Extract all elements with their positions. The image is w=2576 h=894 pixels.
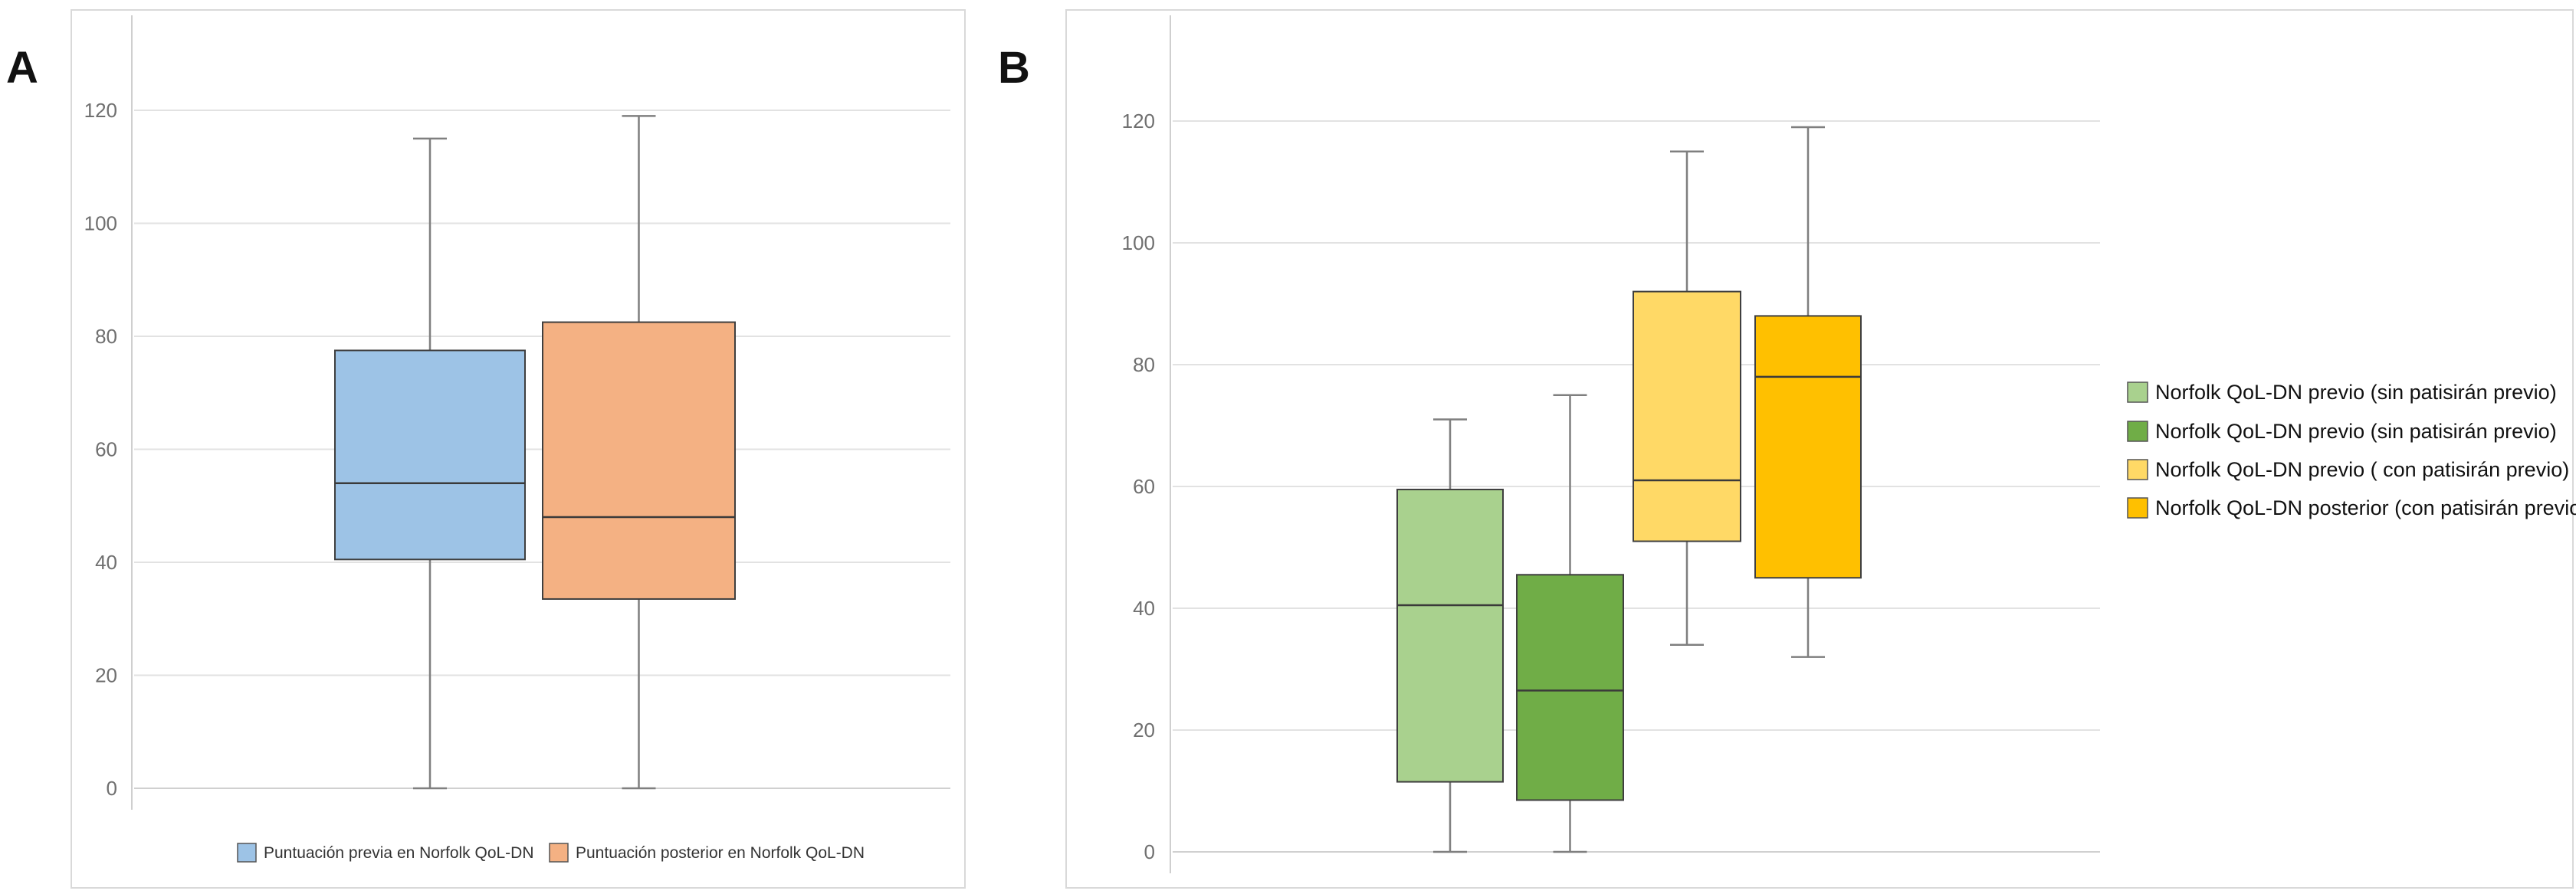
iqr-box: [1633, 290, 1741, 542]
y-tick-label: 40: [1133, 597, 1155, 620]
legend-label: Puntuación previa en Norfolk QoL-DN: [264, 844, 534, 862]
y-tick-label: 0: [1144, 840, 1155, 863]
chart-b: 0 20 40 60 80 100 120 Norfolk QoL-DN previo (si…: [1122, 15, 2576, 873]
y-tick-label: 120: [1122, 110, 1155, 133]
iqr-box: [1754, 315, 1862, 579]
y-tick-label: 60: [1133, 475, 1155, 498]
box-3: [1633, 150, 1741, 646]
iqr-box: [1516, 574, 1624, 801]
legend-swatch: [2127, 459, 2148, 480]
y-tick-label: 20: [1133, 719, 1155, 742]
legend-label: Norfolk QoL-DN previo (sin patisirán pre…: [2155, 420, 2557, 443]
legend-swatch: [549, 843, 569, 863]
y-tick-label: 20: [95, 664, 117, 687]
y-tick-label: 80: [95, 325, 117, 348]
legend-label: Norfolk QoL-DN previo ( con patisirán pr…: [2155, 458, 2569, 481]
y-tick-label: 40: [95, 551, 117, 574]
box-1: [1396, 418, 1504, 853]
iqr-box: [1396, 488, 1504, 783]
box-2: [1516, 394, 1624, 853]
y-tick-label: 60: [95, 438, 117, 461]
legend: Norfolk QoL-DN previo (sin patisirán pre…: [2127, 381, 2576, 519]
iqr-box: [334, 349, 526, 561]
legend-swatch: [237, 843, 257, 863]
box-2: [542, 115, 736, 790]
y-tick-label: 80: [1133, 353, 1155, 376]
panel-letter-a: A: [6, 43, 38, 93]
box-1: [334, 137, 526, 790]
legend-swatch: [2127, 382, 2148, 403]
y-tick-label: 100: [84, 212, 117, 235]
legend-label: Norfolk QoL-DN previo (sin patisirán pre…: [2155, 381, 2557, 404]
legend-swatch: [2127, 421, 2148, 442]
y-tick-label: 100: [1122, 231, 1155, 254]
legend-label: Puntuación posterior en Norfolk QoL-DN: [576, 844, 865, 862]
legend-label: Norfolk QoL-DN posterior (con patisirán …: [2155, 496, 2576, 519]
box-4: [1754, 126, 1862, 658]
y-tick-label: 0: [107, 777, 117, 800]
legend-swatch: [2127, 497, 2148, 519]
panel-letter-b: B: [998, 43, 1030, 93]
y-tick-label: 120: [84, 99, 117, 122]
iqr-box: [542, 321, 736, 600]
chart-a: 0 20 40 60 80 100 120 Puntuación previa en Norf…: [84, 15, 950, 863]
legend: Puntuación previa en Norfolk QoL-DN Puntu…: [237, 843, 865, 863]
